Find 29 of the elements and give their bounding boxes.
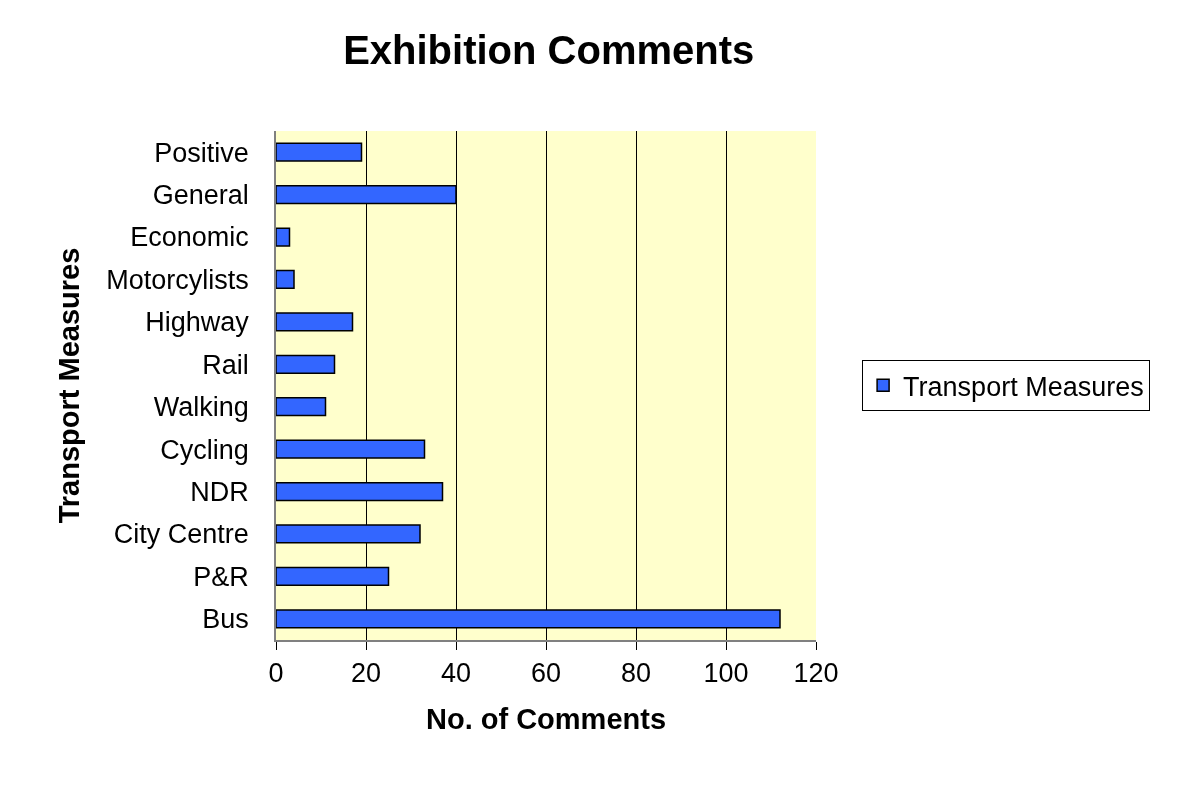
y-tick-label: Economic xyxy=(130,222,249,253)
y-axis-title: Transport Measures xyxy=(53,247,86,524)
x-tick-label: 60 xyxy=(530,658,562,689)
y-tick-label: Rail xyxy=(202,349,249,380)
x-tick-label: 80 xyxy=(620,658,652,689)
bar xyxy=(276,397,327,417)
x-tick-label: 0 xyxy=(268,658,284,689)
y-tick-label: General xyxy=(152,180,249,211)
y-tick-label: Walking xyxy=(153,392,249,423)
y-tick-label: P&R xyxy=(193,561,249,592)
y-tick-label: Positive xyxy=(154,137,249,168)
y-tick-label: NDR xyxy=(190,476,249,507)
bar xyxy=(276,142,363,162)
bar xyxy=(276,227,291,247)
legend-label: Transport Measures xyxy=(903,371,1144,402)
y-tick-label: Motorcylists xyxy=(106,264,249,295)
x-tick-label: 40 xyxy=(440,658,472,689)
x-tick-label: 100 xyxy=(703,658,749,689)
x-axis-title: No. of Comments xyxy=(425,703,667,736)
bar xyxy=(276,269,295,290)
chart-title: Exhibition Comments xyxy=(343,27,755,72)
bar xyxy=(276,354,336,374)
x-tick-label: 20 xyxy=(350,658,382,689)
y-tick-label: City Centre xyxy=(113,519,249,550)
x-tick-label: 120 xyxy=(793,658,839,689)
y-tick-label: Cycling xyxy=(160,434,249,465)
y-tick-label: Bus xyxy=(202,604,249,635)
bar xyxy=(276,312,354,332)
y-tick-label: Highway xyxy=(145,307,250,338)
